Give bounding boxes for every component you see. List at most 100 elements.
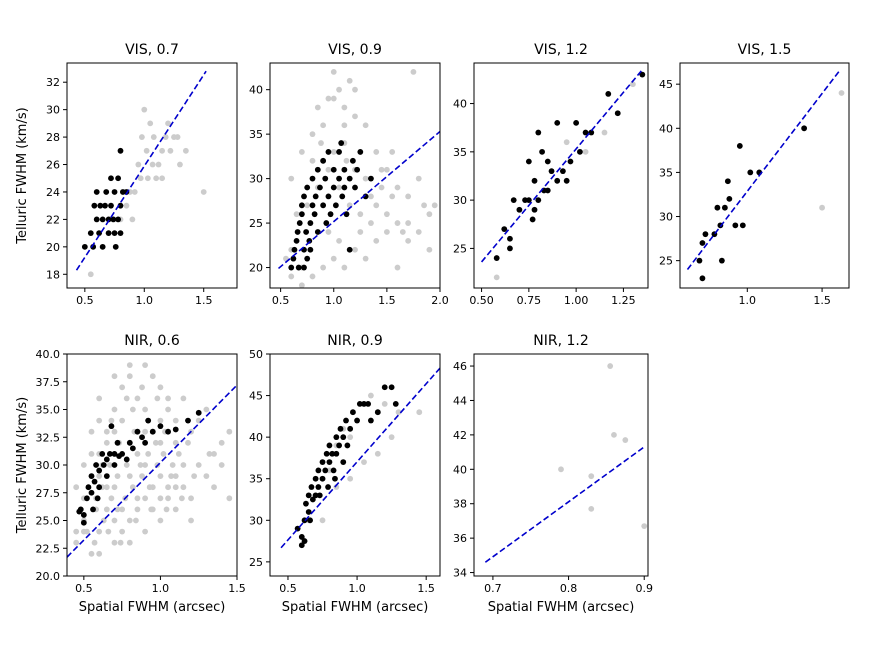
gray-point — [383, 229, 390, 235]
black-point — [344, 442, 351, 449]
gray-point — [362, 255, 369, 262]
gray-point — [147, 120, 154, 127]
black-point — [319, 475, 326, 482]
subplot-title: VIS, 0.9 — [328, 42, 382, 58]
gray-point — [126, 539, 133, 546]
gray-point — [174, 134, 181, 140]
black-point — [100, 462, 107, 468]
black-point — [290, 255, 297, 262]
gray-point — [103, 506, 110, 513]
black-point — [185, 417, 191, 424]
x-tick-label: 0.9 — [635, 582, 653, 595]
black-point — [559, 168, 566, 175]
gray-point — [629, 81, 636, 88]
black-point — [714, 204, 721, 211]
data-layer — [480, 69, 646, 281]
y-tick-label: 35 — [249, 473, 263, 486]
gray-point — [96, 395, 103, 402]
black-point — [493, 255, 500, 261]
gray-point — [157, 417, 164, 424]
black-point — [340, 434, 347, 441]
black-point — [108, 175, 114, 182]
black-point — [333, 434, 340, 441]
y-tick-label: 42 — [453, 429, 467, 442]
black-point — [333, 450, 340, 457]
black-point — [507, 235, 513, 242]
y-tick-label: 30 — [46, 104, 60, 117]
black-point — [195, 409, 202, 416]
gray-point — [195, 462, 202, 468]
gray-point — [96, 473, 103, 479]
gray-point — [383, 166, 390, 173]
black-point — [525, 158, 532, 165]
black-point — [367, 417, 374, 424]
gray-point — [357, 229, 364, 235]
gray-point — [588, 473, 595, 480]
black-point — [294, 229, 301, 235]
gray-point — [352, 86, 358, 93]
black-point — [339, 193, 346, 200]
y-tick-label: 25 — [249, 217, 263, 230]
gray-point — [330, 255, 337, 262]
gray-point — [114, 473, 121, 479]
x-tick-label: 0.5 — [76, 294, 94, 307]
gray-point — [389, 149, 396, 155]
black-point — [554, 119, 561, 126]
subplot-6: 0.5 1.0 1.5 25 30 35 40 45 50 NIR, 0.9 Spatial FWH… — [249, 333, 441, 615]
gray-point — [148, 506, 155, 513]
black-point — [99, 451, 106, 457]
black-point — [149, 428, 156, 435]
gray-point — [172, 484, 179, 491]
gray-point — [119, 384, 126, 391]
gray-point — [180, 484, 187, 491]
gray-point — [394, 264, 401, 271]
fit-line — [484, 446, 645, 563]
gray-point — [165, 395, 171, 402]
x-tick-label: 0.5 — [272, 294, 290, 307]
black-point — [319, 459, 326, 465]
gray-point — [374, 450, 381, 457]
black-point — [296, 220, 303, 226]
y-tick-label: 32.5 — [36, 431, 61, 444]
x-axis-label: Spatial FWHM (arcsec) — [79, 600, 226, 615]
gray-point — [157, 517, 164, 524]
gray-point — [394, 184, 401, 191]
black-point — [531, 206, 538, 213]
gray-point — [96, 528, 103, 535]
black-point — [325, 149, 332, 155]
y-tick-label: 30 — [249, 173, 263, 186]
y-tick-label: 20 — [249, 262, 263, 275]
y-tick-label: 28 — [46, 131, 60, 144]
gray-point — [126, 517, 133, 524]
gray-point — [601, 129, 608, 136]
black-point — [103, 473, 110, 479]
black-point — [114, 439, 121, 446]
x-tick-label: 1.0 — [325, 294, 343, 307]
y-tick-label: 44 — [453, 394, 467, 407]
black-point — [293, 237, 300, 244]
gray-point — [142, 428, 149, 435]
gray-point — [410, 68, 417, 75]
y-tick-label: 40 — [659, 122, 673, 135]
subplot-3: 0.50 0.75 1.00 1.25 25 30 35 40 VIS, 1.2 — [453, 42, 649, 307]
black-point — [172, 426, 179, 433]
y-tick-label: 22.5 — [36, 542, 61, 555]
gray-point — [134, 395, 141, 402]
black-point — [315, 467, 322, 474]
gray-point — [141, 106, 148, 113]
gray-point — [838, 90, 845, 96]
gray-point — [134, 506, 141, 513]
gray-point — [111, 539, 118, 546]
black-point — [298, 542, 305, 549]
data-layer — [277, 68, 440, 288]
gray-point — [175, 451, 182, 457]
black-point — [336, 442, 343, 449]
gray-point — [167, 147, 174, 154]
black-point — [81, 243, 88, 250]
gray-point — [352, 246, 358, 253]
gray-point — [320, 122, 327, 129]
black-point — [337, 425, 344, 432]
black-point — [91, 478, 98, 485]
gray-point — [288, 273, 295, 280]
data-layer — [67, 362, 237, 558]
